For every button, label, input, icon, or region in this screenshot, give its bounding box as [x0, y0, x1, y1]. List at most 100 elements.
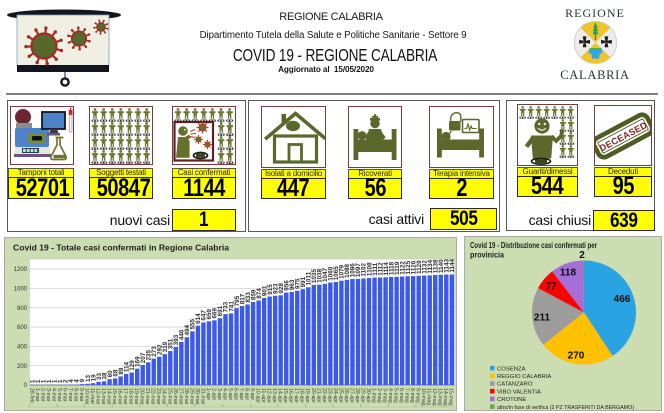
- svg-text:800: 800: [17, 306, 28, 312]
- svg-text:200: 200: [17, 364, 28, 370]
- svg-text:11-apr: 11-apr: [260, 388, 266, 403]
- svg-text:1065: 1065: [333, 266, 340, 281]
- svg-text:1: 1: [35, 379, 42, 383]
- svg-text:13: 13: [85, 374, 92, 382]
- svg-text:22-mar: 22-mar: [150, 388, 156, 405]
- svg-text:1134: 1134: [427, 259, 434, 273]
- svg-text:4-apr: 4-apr: [221, 388, 227, 400]
- svg-text:1: 1: [46, 379, 53, 383]
- svg-text:4-mar: 4-mar: [50, 388, 56, 402]
- svg-text:12-apr: 12-apr: [266, 388, 272, 403]
- svg-text:7-mar: 7-mar: [67, 388, 73, 402]
- svg-text:1047: 1047: [322, 267, 329, 282]
- svg-text:15-mar: 15-mar: [111, 388, 117, 405]
- svg-text:555: 555: [190, 319, 197, 330]
- svg-text:4-mag: 4-mag: [387, 388, 393, 403]
- svg-text:8-mar: 8-mar: [72, 388, 78, 402]
- svg-text:6-apr: 6-apr: [232, 388, 238, 400]
- svg-text:5-mar: 5-mar: [56, 388, 62, 402]
- svg-text:13-mag: 13-mag: [437, 388, 443, 406]
- svg-text:18-apr: 18-apr: [299, 388, 305, 403]
- svg-text:270: 270: [568, 351, 585, 362]
- svg-text:2-mag: 2-mag: [376, 388, 382, 403]
- svg-text:altro/in fase di verifica (2 P: altro/in fase di verifica (2 PZ TRASFERI…: [497, 405, 634, 411]
- svg-text:12-mar: 12-mar: [94, 388, 100, 405]
- svg-text:13-mar: 13-mar: [100, 388, 106, 405]
- svg-text:393: 393: [173, 334, 180, 345]
- svg-text:1079: 1079: [339, 264, 346, 279]
- svg-text:1114: 1114: [383, 262, 390, 276]
- svg-text:20-apr: 20-apr: [310, 388, 316, 403]
- svg-text:25-apr: 25-apr: [337, 388, 343, 403]
- svg-text:669: 669: [212, 308, 219, 319]
- svg-text:1200: 1200: [14, 267, 28, 273]
- svg-text:1122: 1122: [399, 261, 406, 275]
- svg-text:38: 38: [101, 372, 108, 380]
- svg-text:1129: 1129: [416, 260, 423, 274]
- svg-text:10-apr: 10-apr: [255, 388, 261, 403]
- svg-text:235: 235: [145, 349, 152, 360]
- svg-text:1: 1: [52, 379, 59, 383]
- svg-text:1: 1: [30, 379, 37, 383]
- svg-text:2-apr: 2-apr: [210, 388, 216, 400]
- svg-text:8-mag: 8-mag: [409, 388, 415, 403]
- svg-text:14-mag: 14-mag: [442, 388, 448, 406]
- svg-text:29-apr: 29-apr: [359, 388, 365, 403]
- svg-text:26-apr: 26-apr: [343, 388, 349, 403]
- svg-text:817: 817: [239, 293, 246, 304]
- svg-text:30-apr: 30-apr: [365, 388, 371, 403]
- svg-text:4: 4: [74, 379, 81, 383]
- svg-text:Covid 19 - Distribuzione casi: Covid 19 - Distribuzione casi confermati…: [470, 241, 597, 250]
- svg-text:292: 292: [157, 344, 164, 355]
- svg-text:23-apr: 23-apr: [326, 388, 332, 403]
- svg-text:9-mar: 9-mar: [78, 388, 84, 402]
- svg-text:991: 991: [300, 276, 307, 287]
- svg-text:CATANZARO: CATANZARO: [497, 382, 533, 388]
- svg-text:975: 975: [294, 278, 301, 289]
- svg-text:20-mar: 20-mar: [139, 388, 145, 405]
- svg-text:17-apr: 17-apr: [293, 388, 299, 403]
- svg-text:614: 614: [195, 313, 202, 324]
- svg-text:963: 963: [289, 279, 296, 290]
- svg-text:15-mag: 15-mag: [448, 388, 454, 406]
- svg-text:2-mar: 2-mar: [39, 388, 45, 402]
- svg-text:3-mag: 3-mag: [382, 388, 388, 403]
- svg-text:915: 915: [267, 284, 274, 295]
- svg-text:691: 691: [217, 305, 224, 316]
- svg-text:25-mar: 25-mar: [166, 388, 172, 405]
- svg-text:400: 400: [17, 344, 28, 350]
- svg-text:77: 77: [545, 282, 557, 293]
- svg-text:6-mag: 6-mag: [398, 388, 404, 403]
- svg-text:1143: 1143: [444, 259, 451, 273]
- svg-text:923: 923: [272, 283, 279, 294]
- svg-text:CROTONE: CROTONE: [497, 397, 526, 403]
- svg-text:12-mag: 12-mag: [431, 388, 437, 406]
- svg-text:14-mar: 14-mar: [106, 388, 112, 405]
- svg-text:901: 901: [261, 285, 268, 296]
- svg-text:5-apr: 5-apr: [227, 388, 233, 400]
- svg-text:1119: 1119: [394, 261, 401, 275]
- svg-text:207: 207: [140, 352, 147, 363]
- svg-text:22-apr: 22-apr: [321, 388, 327, 403]
- svg-text:319: 319: [162, 341, 169, 352]
- svg-text:9: 9: [79, 378, 86, 382]
- svg-text:24-apr: 24-apr: [332, 388, 338, 403]
- svg-text:795: 795: [234, 295, 241, 306]
- svg-text:1102: 1102: [361, 263, 368, 277]
- svg-text:466: 466: [614, 294, 631, 305]
- svg-text:1-mar: 1-mar: [34, 388, 40, 402]
- svg-text:VIBO VALENTIA: VIBO VALENTIA: [497, 389, 541, 395]
- svg-text:1126: 1126: [410, 260, 417, 274]
- svg-text:211: 211: [534, 313, 551, 324]
- svg-text:13-apr: 13-apr: [271, 388, 277, 403]
- svg-text:859: 859: [250, 289, 257, 300]
- svg-text:21-apr: 21-apr: [315, 388, 321, 403]
- svg-text:19-apr: 19-apr: [304, 388, 310, 403]
- svg-text:1111: 1111: [372, 262, 379, 275]
- svg-text:1118: 1118: [388, 261, 395, 275]
- svg-text:1-apr: 1-apr: [205, 388, 211, 400]
- svg-text:1097: 1097: [355, 263, 362, 278]
- svg-text:28-feb: 28-feb: [28, 388, 34, 403]
- svg-text:741: 741: [228, 301, 235, 312]
- svg-text:23-mar: 23-mar: [155, 388, 161, 405]
